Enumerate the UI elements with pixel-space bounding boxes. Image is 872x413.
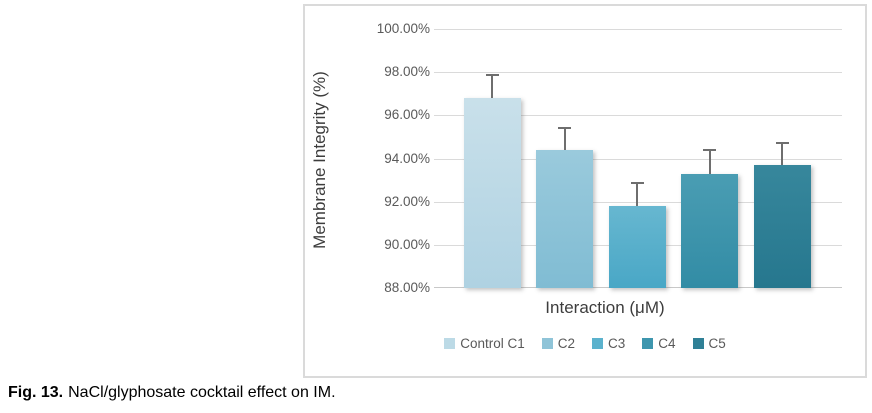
figure-caption-label: Fig. 13.	[8, 384, 64, 401]
y-tick-label: 88.00%	[384, 280, 430, 295]
legend-item-c4: C4	[642, 336, 676, 351]
y-tick-label: 90.00%	[384, 236, 430, 252]
error-bar-line	[563, 128, 566, 150]
error-bar-cap	[703, 148, 717, 151]
legend-label: C4	[658, 336, 676, 351]
bar-c3	[608, 205, 666, 288]
y-tick-label: 100.00%	[376, 21, 430, 36]
gridline	[434, 115, 842, 117]
legend-label: C5	[708, 336, 726, 351]
bar-c4	[681, 173, 739, 288]
gridline	[434, 29, 842, 30]
bar-c5	[753, 164, 811, 288]
plot-area	[434, 29, 842, 288]
y-tick-label: 98.00%	[384, 64, 430, 80]
figure-caption: Fig. 13. NaCl/glyphosate cocktail effect …	[8, 384, 336, 402]
error-bar-line	[781, 143, 784, 165]
legend-label: C3	[608, 336, 626, 351]
legend-item-c3: C3	[592, 336, 625, 351]
error-bar-line	[708, 149, 711, 174]
error-bar-cap	[630, 182, 644, 185]
x-axis-title: Interaction (μM)	[545, 298, 665, 317]
gridline	[434, 72, 842, 74]
legend-swatch-icon	[642, 338, 654, 349]
legend-swatch-icon	[444, 338, 456, 349]
legend-item-c2: C2	[541, 336, 575, 351]
y-tick-label: 94.00%	[384, 150, 430, 166]
chart-area: Membrane Integrity (%) 100.00% 98.00% 96.0…	[303, 4, 867, 378]
bar-control-c1	[463, 98, 521, 288]
y-tick-label: 92.00%	[384, 193, 430, 209]
legend-item-control-c1: Control C1	[444, 336, 525, 351]
error-bar-line	[491, 75, 493, 99]
legend-swatch-icon	[592, 338, 603, 349]
error-bar-cap	[775, 142, 789, 145]
legend-item-c5: C5	[692, 336, 726, 351]
figure-caption-text: NaCl/glyphosate cocktail effect on IM.	[68, 384, 336, 401]
y-tick-label: 96.00%	[384, 107, 430, 123]
legend-label: Control C1	[460, 336, 525, 351]
legend-swatch-icon	[692, 338, 704, 349]
legend-label: C2	[557, 336, 575, 351]
error-bar-cap	[485, 74, 499, 77]
legend-swatch-icon	[541, 338, 553, 349]
error-bar-line	[636, 183, 639, 206]
chart-legend: Control C1 C2 C3 C4 C5	[305, 336, 865, 351]
bar-c2	[536, 149, 594, 288]
gridline	[434, 158, 842, 160]
error-bar-cap	[558, 127, 572, 130]
